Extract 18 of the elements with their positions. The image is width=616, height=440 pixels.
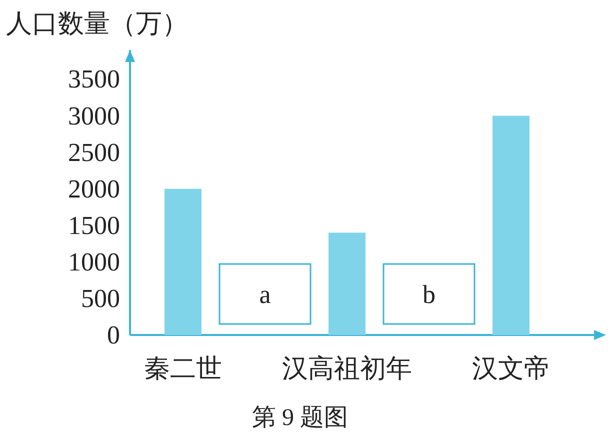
y-tick-label: 0 (107, 320, 120, 350)
y-tick-label: 3500 (68, 64, 120, 94)
bar (328, 232, 366, 335)
x-tick-label: 秦二世 (144, 354, 222, 383)
y-tick-label: 2000 (68, 174, 120, 204)
text: 第 9 题图 (252, 405, 348, 431)
bar (164, 188, 202, 335)
y-tick-label: 3000 (68, 101, 120, 130)
annotation: b (422, 280, 436, 309)
annotation: a (259, 280, 272, 309)
x-tick-label: 汉高祖初年 (282, 354, 412, 383)
y-tick-label: 2500 (68, 138, 120, 167)
y-tick-label: 500 (81, 284, 120, 313)
bar (492, 116, 530, 335)
y-axis-title: 人口数量（万） (6, 9, 188, 38)
x-tick-label: 汉文帝 (472, 354, 550, 383)
y-tick-label: 1000 (68, 247, 120, 276)
y-tick-label: 1500 (68, 210, 120, 240)
